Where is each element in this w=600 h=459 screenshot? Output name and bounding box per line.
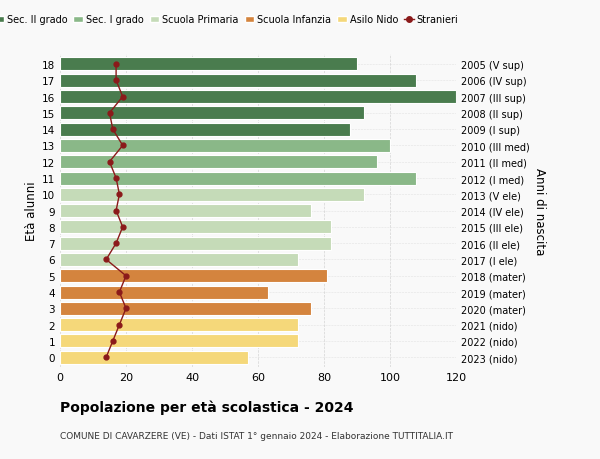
Bar	[60, 253, 298, 266]
Bar	[60, 269, 328, 283]
Bar	[60, 91, 456, 104]
Bar	[60, 58, 357, 71]
Bar	[60, 107, 364, 120]
Text: Popolazione per età scolastica - 2024: Popolazione per età scolastica - 2024	[60, 399, 353, 414]
Y-axis label: Anni di nascita: Anni di nascita	[533, 168, 546, 255]
Y-axis label: Età alunni: Età alunni	[25, 181, 38, 241]
Bar	[60, 140, 390, 152]
Text: COMUNE DI CAVARZERE (VE) - Dati ISTAT 1° gennaio 2024 - Elaborazione TUTTITALIA.: COMUNE DI CAVARZERE (VE) - Dati ISTAT 1°…	[60, 431, 453, 441]
Bar	[60, 335, 298, 348]
Bar	[60, 188, 364, 202]
Bar	[60, 351, 248, 364]
Bar	[60, 172, 416, 185]
Bar	[60, 237, 331, 250]
Bar	[60, 286, 268, 299]
Bar	[60, 123, 350, 136]
Bar	[60, 302, 311, 315]
Bar	[60, 156, 377, 169]
Bar	[60, 221, 331, 234]
Legend: Sec. II grado, Sec. I grado, Scuola Primaria, Scuola Infanzia, Asilo Nido, Stran: Sec. II grado, Sec. I grado, Scuola Prim…	[0, 11, 462, 29]
Bar	[60, 319, 298, 331]
Bar	[60, 205, 311, 218]
Bar	[60, 74, 416, 88]
